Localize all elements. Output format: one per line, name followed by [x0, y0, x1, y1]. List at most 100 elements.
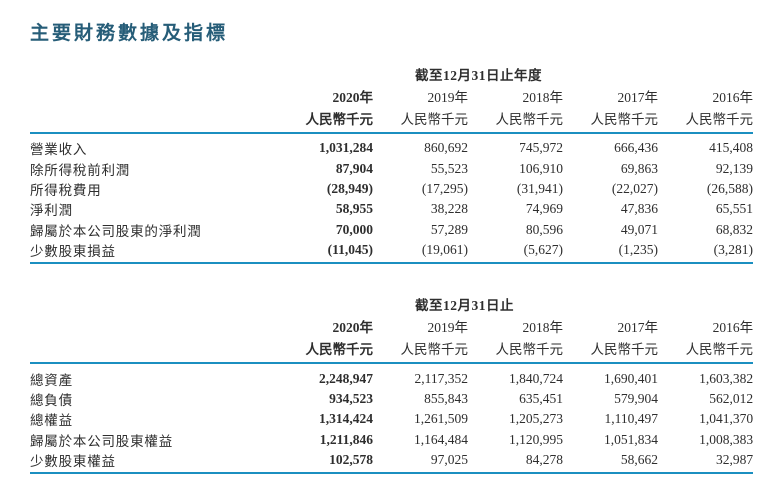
period-header: 截至12月31日止: [415, 298, 514, 314]
row-label: 少數股東權益: [30, 449, 278, 475]
table-row: 除所得稅前利潤 87,904 55,523 106,910 69,863 92,139: [30, 158, 753, 178]
unit-header: 人民幣千元: [468, 107, 563, 134]
unit-header: 人民幣千元: [278, 107, 373, 134]
year-header-row: 2020年 2019年 2018年 2017年 2016年: [30, 315, 754, 337]
cell-value: (28,949): [326, 180, 373, 196]
cell-value: 80,596: [525, 221, 563, 237]
cell-value: (19,061): [373, 239, 468, 265]
table-row: 所得稅費用 (28,949) (17,295) (31,941) (22,027) (26…: [30, 179, 753, 199]
cell-value: 2,117,352: [414, 370, 469, 386]
year-header: 2020年: [332, 320, 374, 336]
table-row: 總權益 1,314,424 1,261,509 1,205,273 1,110,497 1…: [30, 409, 753, 429]
cell-value: 49,071: [620, 221, 658, 237]
period-header: 截至12月31日止年度: [415, 68, 542, 83]
cell-value: 58,662: [563, 449, 658, 475]
table-row: 總負債 934,523 855,843 635,451 579,904 562,012: [30, 389, 753, 409]
cell-value: 102,578: [278, 449, 373, 475]
year-header: 2019年: [427, 90, 469, 105]
cell-value: (22,027): [611, 180, 658, 196]
row-label: 所得稅費用: [30, 182, 102, 198]
table-row: 總資產 2,248,947 2,117,352 1,840,724 1,690,401 1…: [30, 363, 753, 388]
cell-value: 2,248,947: [319, 370, 373, 386]
cell-value: 1,120,995: [509, 431, 563, 447]
cell-value: 68,832: [715, 221, 754, 237]
unit-header: 人民幣千元: [278, 337, 373, 365]
cell-value: 84,278: [468, 449, 563, 475]
unit-header: 人民幣千元: [658, 107, 754, 134]
row-label: 總權益: [30, 413, 73, 429]
cell-value: 415,408: [709, 140, 754, 156]
cell-value: 1,110,497: [604, 411, 659, 427]
income-summary-table: 截至12月31日止年度 2020年 2019年 2018年 2017年 2016年 人民幣千…: [30, 63, 754, 265]
cell-value: (3,281): [658, 239, 754, 265]
cell-value: 58,955: [335, 201, 373, 217]
cell-value: 57,289: [430, 221, 468, 237]
label-column-spacer: [30, 337, 278, 365]
cell-value: 74,969: [525, 201, 563, 217]
unit-header: 人民幣千元: [468, 337, 563, 365]
cell-value: 1,205,273: [509, 411, 563, 427]
cell-value: 1,051,834: [604, 431, 658, 447]
unit-header: 人民幣千元: [373, 107, 468, 134]
cell-value: 47,836: [620, 201, 658, 217]
cell-value: 106,910: [519, 160, 563, 176]
cell-value: 1,211,846: [319, 431, 373, 447]
cell-value: 1,008,383: [699, 431, 754, 447]
label-column-spacer: [30, 107, 278, 134]
label-column-spacer: [30, 63, 278, 85]
unit-header-row: 人民幣千元 人民幣千元 人民幣千元 人民幣千元 人民幣千元: [30, 107, 754, 134]
page-title: 主要財務數據及指標: [30, 23, 229, 44]
year-header-row: 2020年 2019年 2018年 2017年 2016年: [30, 85, 754, 107]
unit-header: 人民幣千元: [563, 107, 658, 134]
label-column-spacer: [30, 315, 278, 337]
table-row: 少數股東損益 (11,045) (19,061) (5,627) (1,235) (3,2…: [30, 239, 754, 265]
cell-value: (1,235): [563, 239, 658, 265]
row-label: 營業收入: [30, 142, 88, 158]
table-row: 歸屬於本公司股東權益 1,211,846 1,164,484 1,120,995 1,0…: [30, 430, 753, 450]
unit-header-row: 人民幣千元 人民幣千元 人民幣千元 人民幣千元 人民幣千元: [30, 337, 754, 365]
period-header-row: 截至12月31日止年度: [30, 63, 753, 85]
cell-value: 635,451: [519, 390, 563, 406]
table-row: 淨利潤 58,955 38,228 74,969 47,836 65,551: [30, 199, 753, 219]
label-column-spacer: [30, 293, 278, 315]
cell-value: 32,987: [658, 449, 754, 475]
cell-value: (17,295): [421, 180, 468, 196]
period-header-row: 截至12月31日止: [30, 293, 753, 315]
cell-value: 69,863: [620, 160, 658, 176]
year-header: 2018年: [522, 90, 564, 105]
cell-value: 65,551: [715, 201, 754, 217]
row-label: 除所得稅前利潤: [30, 162, 131, 178]
year-header: 2016年: [712, 320, 754, 336]
table-row: 歸屬於本公司股東的淨利潤 70,000 57,289 80,596 49,071 68,8…: [30, 220, 753, 240]
year-header: 2017年: [617, 90, 659, 105]
cell-value: 38,228: [430, 201, 468, 217]
year-header: 2017年: [617, 320, 659, 336]
cell-value: (31,941): [516, 180, 563, 196]
cell-value: (5,627): [468, 239, 563, 265]
table-row: 少數股東權益 102,578 97,025 84,278 58,662 32,987: [30, 449, 754, 475]
cell-value: 579,904: [614, 390, 658, 406]
cell-value: 55,523: [430, 160, 468, 176]
label-column-spacer: [30, 85, 278, 107]
cell-value: 562,012: [709, 390, 754, 406]
cell-value: 745,972: [519, 140, 563, 156]
row-label: 少數股東損益: [30, 239, 278, 265]
row-label: 總資產: [30, 372, 73, 388]
row-label: 淨利潤: [30, 203, 73, 219]
row-label: 歸屬於本公司股東權益: [30, 433, 173, 449]
cell-value: 666,436: [614, 140, 658, 156]
cell-value: 87,904: [335, 160, 373, 176]
unit-header: 人民幣千元: [373, 337, 468, 365]
cell-value: 1,314,424: [319, 411, 373, 427]
cell-value: 1,031,284: [319, 140, 373, 156]
cell-value: (26,588): [706, 180, 754, 196]
cell-value: 1,603,382: [699, 370, 754, 386]
cell-value: 860,692: [424, 140, 468, 156]
year-header: 2020年: [332, 90, 374, 105]
cell-value: 934,523: [329, 390, 373, 406]
cell-value: (11,045): [278, 239, 373, 265]
cell-value: 97,025: [373, 449, 468, 475]
cell-value: 70,000: [335, 221, 373, 237]
cell-value: 1,261,509: [414, 411, 468, 427]
